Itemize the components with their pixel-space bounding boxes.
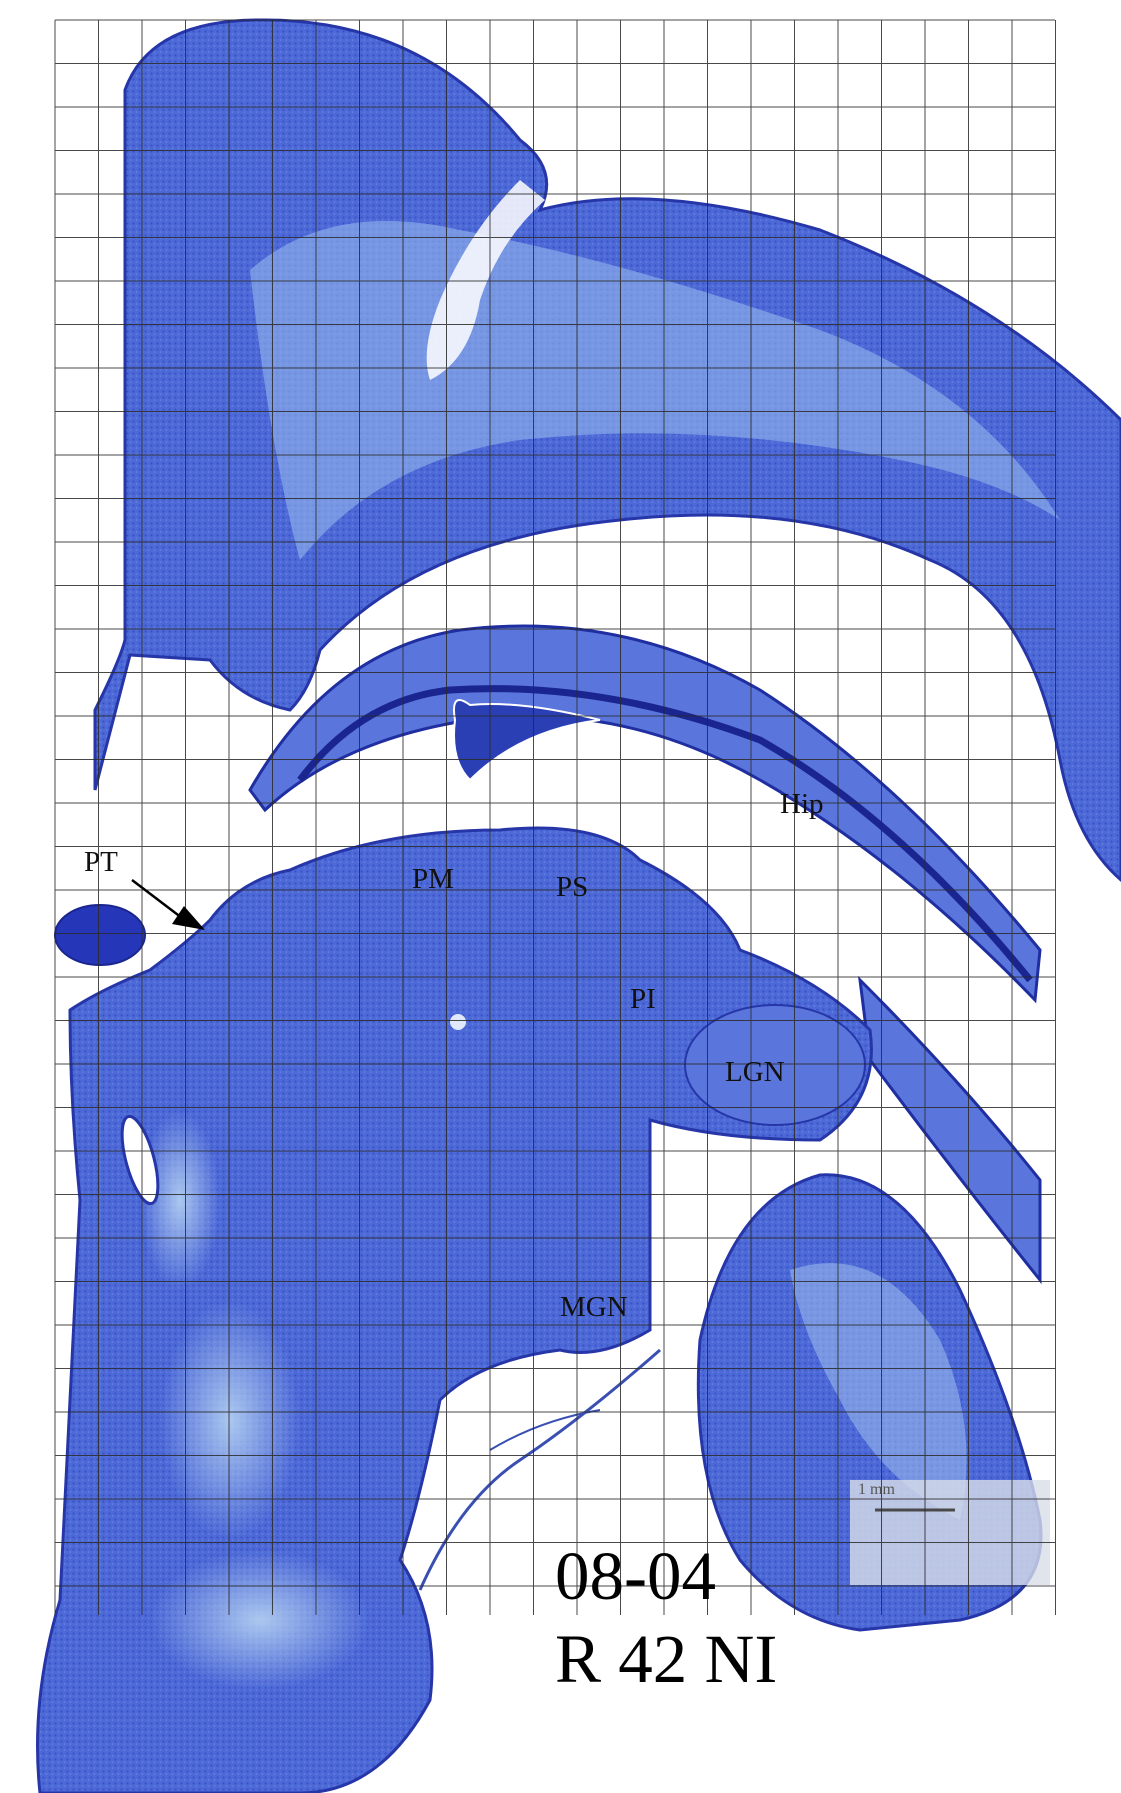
pt-arrow-line — [131, 879, 183, 919]
grid-overlay — [54, 19, 1056, 1615]
label-pi: PI — [630, 983, 656, 1015]
pale-region — [160, 1300, 300, 1540]
scale-bar-text: 1 mm — [858, 1481, 895, 1498]
fissure — [426, 180, 545, 380]
lgn-region — [684, 1004, 866, 1126]
pale-region-3 — [140, 1110, 220, 1290]
hippocampus-lower — [857, 975, 1042, 1285]
label-mgn: MGN — [560, 1291, 628, 1323]
label-pm: PM — [412, 863, 454, 895]
pale-region-2 — [150, 1550, 370, 1690]
scale-bar-patch — [850, 1480, 1050, 1585]
case-id-line-1: 08-04 — [555, 1538, 716, 1614]
label-pt: PT — [84, 846, 118, 878]
pt-island — [54, 904, 146, 966]
case-id-line-2: R 42 NI — [555, 1621, 778, 1697]
label-hip: Hip — [780, 788, 824, 820]
hippocampus-cell-layer — [297, 685, 1033, 983]
vessel — [450, 1014, 466, 1030]
label-ps: PS — [556, 871, 589, 903]
label-lgn: LGN — [725, 1056, 785, 1088]
torn-fibers — [418, 1348, 661, 1591]
pt-arrow-head — [172, 906, 205, 930]
ventricle — [120, 1114, 160, 1206]
dentate-gyrus — [453, 699, 601, 782]
